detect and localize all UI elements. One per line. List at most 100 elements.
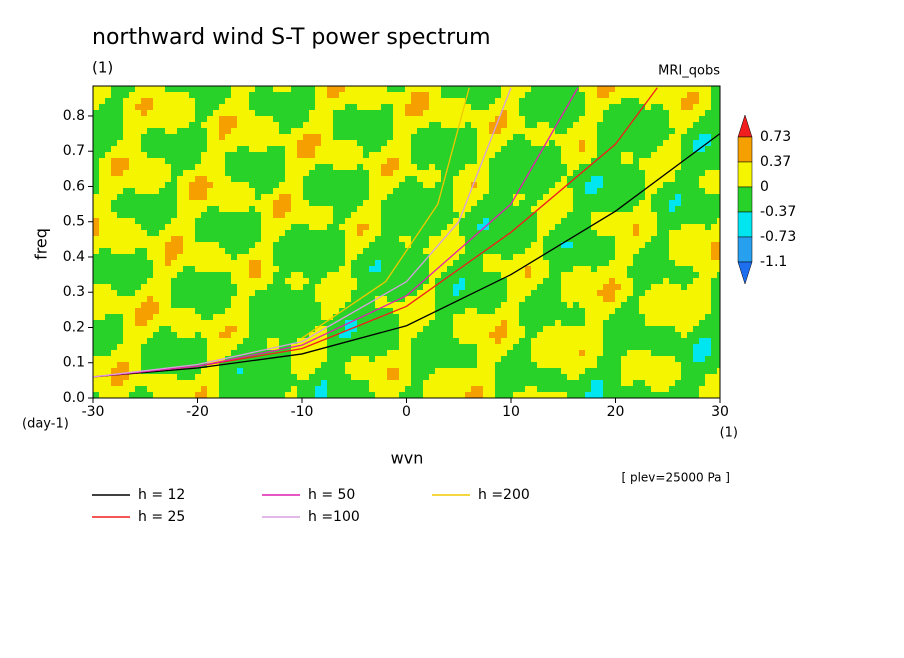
field-cell: [309, 254, 315, 260]
field-cell: [579, 356, 585, 362]
field-cell: [99, 290, 105, 296]
field-cell: [339, 164, 345, 170]
field-cell: [105, 230, 111, 236]
field-cell: [141, 170, 147, 176]
field-cell: [159, 272, 165, 278]
field-cell: [609, 350, 615, 356]
field-cell: [225, 158, 231, 164]
field-cell: [645, 266, 651, 272]
field-cell: [651, 176, 657, 182]
field-cell: [309, 176, 315, 182]
field-cell: [489, 152, 495, 158]
field-cell: [381, 98, 387, 104]
field-cell: [291, 254, 297, 260]
field-cell: [327, 368, 333, 374]
field-cell: [309, 122, 315, 128]
field-cell: [579, 206, 585, 212]
field-cell: [459, 206, 465, 212]
field-cell: [327, 152, 333, 158]
field-cell: [537, 188, 543, 194]
field-cell: [453, 188, 459, 194]
field-cell: [189, 170, 195, 176]
field-cell: [555, 110, 561, 116]
field-cell: [693, 170, 699, 176]
field-cell: [213, 230, 219, 236]
field-cell: [699, 350, 705, 356]
field-cell: [519, 140, 525, 146]
field-cell: [669, 116, 675, 122]
field-cell: [231, 254, 237, 260]
field-cell: [549, 356, 555, 362]
field-cell: [549, 314, 555, 320]
field-cell: [525, 320, 531, 326]
field-cell: [519, 230, 525, 236]
field-cell: [699, 332, 705, 338]
field-cell: [237, 188, 243, 194]
field-cell: [615, 218, 621, 224]
field-cell: [237, 236, 243, 242]
field-cell: [477, 320, 483, 326]
field-cell: [189, 278, 195, 284]
field-cell: [357, 314, 363, 320]
field-cell: [609, 302, 615, 308]
field-cell: [381, 188, 387, 194]
field-cell: [285, 326, 291, 332]
field-cell: [93, 116, 99, 122]
field-cell: [441, 266, 447, 272]
field-cell: [711, 86, 717, 92]
field-cell: [255, 170, 261, 176]
field-cell: [531, 158, 537, 164]
field-cell: [399, 362, 405, 368]
field-cell: [249, 290, 255, 296]
field-cell: [237, 362, 243, 368]
field-cell: [447, 212, 453, 218]
field-cell: [135, 164, 141, 170]
field-cell: [375, 314, 381, 320]
field-cell: [669, 218, 675, 224]
field-cell: [189, 92, 195, 98]
field-cell: [609, 188, 615, 194]
field-cell: [213, 284, 219, 290]
field-cell: [417, 368, 423, 374]
field-cell: [525, 158, 531, 164]
field-cell: [417, 332, 423, 338]
field-cell: [675, 266, 681, 272]
field-cell: [639, 260, 645, 266]
field-cell: [387, 182, 393, 188]
field-cell: [189, 152, 195, 158]
field-cell: [279, 308, 285, 314]
field-cell: [519, 86, 525, 92]
field-cell: [585, 104, 591, 110]
field-cell: [453, 356, 459, 362]
field-cell: [351, 206, 357, 212]
field-cell: [687, 248, 693, 254]
field-cell: [273, 116, 279, 122]
field-cell: [465, 296, 471, 302]
field-cell: [267, 110, 273, 116]
field-cell: [153, 206, 159, 212]
field-cell: [573, 122, 579, 128]
field-cell: [147, 110, 153, 116]
field-cell: [561, 266, 567, 272]
field-cell: [447, 164, 453, 170]
field-cell: [261, 176, 267, 182]
field-cell: [321, 104, 327, 110]
field-cell: [699, 116, 705, 122]
field-cell: [711, 170, 717, 176]
field-cell: [483, 266, 489, 272]
field-cell: [231, 110, 237, 116]
field-cell: [579, 248, 585, 254]
field-cell: [435, 140, 441, 146]
field-cell: [393, 86, 399, 92]
field-cell: [249, 152, 255, 158]
field-cell: [273, 248, 279, 254]
field-cell: [297, 140, 303, 146]
field-cell: [255, 188, 261, 194]
field-cell: [309, 152, 315, 158]
field-cell: [537, 134, 543, 140]
field-cell: [303, 260, 309, 266]
field-cell: [447, 260, 453, 266]
field-cell: [93, 362, 99, 368]
field-cell: [165, 236, 171, 242]
field-cell: [207, 152, 213, 158]
